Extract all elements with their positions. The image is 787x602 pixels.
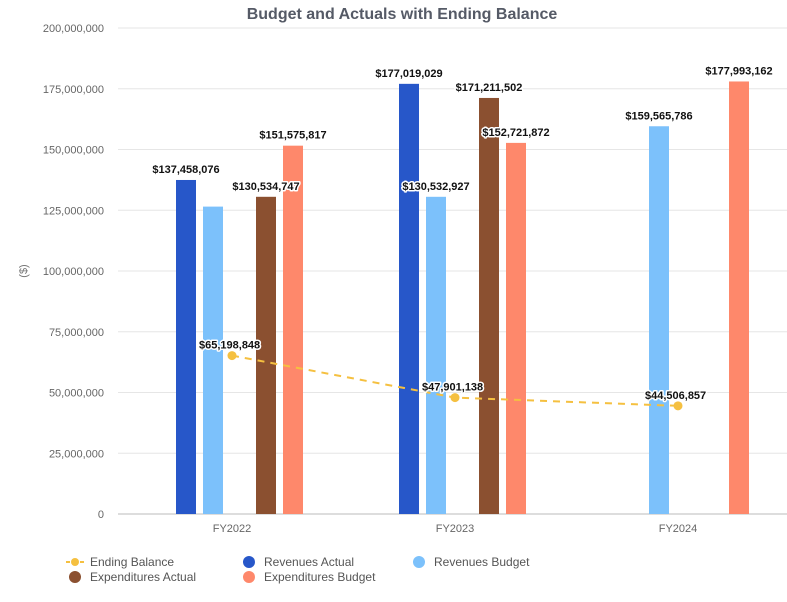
line-point <box>450 393 460 403</box>
legend-entry: Expenditures Actual <box>90 570 196 584</box>
y-tick-label: 25,000,000 <box>49 448 104 460</box>
data-label: $65,198,848 <box>199 340 260 352</box>
y-tick-layer: 0 25,000,000 50,000,000 75,000,000 100,000,0… <box>43 23 104 521</box>
data-label: $47,901,138 <box>422 382 483 394</box>
x-tick-label: FY2022 <box>213 523 252 535</box>
legend-marker <box>413 556 425 568</box>
data-label: $177,019,029 <box>375 68 442 80</box>
chart-title: Budget and Actuals with Ending Balance <box>247 6 558 23</box>
grid-layer <box>118 27 787 515</box>
bar <box>506 142 526 514</box>
legend-entry: Ending Balance <box>90 555 174 569</box>
bar <box>203 206 223 515</box>
x-tick-layer: FY2022 FY2023 FY2024 <box>213 523 698 535</box>
line-layer <box>227 351 683 411</box>
legend-entry: Revenues Actual <box>264 555 354 569</box>
legend-marker <box>71 558 79 566</box>
bar <box>283 145 303 514</box>
data-label: $159,565,786 <box>625 110 692 122</box>
y-tick-label: 0 <box>98 509 104 521</box>
data-label: $177,993,162 <box>705 65 772 77</box>
y-tick-label: 150,000,000 <box>43 145 104 157</box>
legend-marker <box>243 571 255 583</box>
legend-entry: Revenues Budget <box>434 555 530 569</box>
legend: Ending Balance Revenues Actual Revenues Bu… <box>66 555 530 584</box>
data-label: $137,458,076 <box>152 164 219 176</box>
bar <box>426 196 446 514</box>
y-axis-label: ($) <box>18 264 30 277</box>
data-label: $44,506,857 <box>645 390 706 402</box>
data-label: $152,721,872 <box>482 127 549 139</box>
legend-marker <box>69 571 81 583</box>
y-tick-label: 200,000,000 <box>43 23 104 35</box>
data-label: $130,532,927 <box>402 181 469 193</box>
line-point <box>673 401 683 411</box>
data-label: $130,534,747 <box>232 181 299 193</box>
line-point <box>227 351 237 361</box>
bar <box>399 83 419 515</box>
legend-marker <box>243 556 255 568</box>
y-tick-label: 100,000,000 <box>43 266 104 278</box>
bar <box>256 196 276 514</box>
bar <box>479 97 499 514</box>
data-label: $151,575,817 <box>259 130 326 142</box>
x-tick-label: FY2024 <box>659 523 698 535</box>
legend-entry: Expenditures Budget <box>264 570 376 584</box>
bar <box>649 126 669 515</box>
y-tick-label: 50,000,000 <box>49 388 104 400</box>
bar <box>729 81 749 514</box>
y-tick-label: 125,000,000 <box>43 205 104 217</box>
bar <box>176 179 196 514</box>
y-tick-label: 75,000,000 <box>49 327 104 339</box>
data-label-layer: $137,458,076 $177,019,029 $130,532,927 $159… <box>151 64 774 403</box>
x-tick-label: FY2023 <box>436 523 475 535</box>
data-label: $171,211,502 <box>456 82 523 94</box>
y-tick-label: 175,000,000 <box>43 84 104 96</box>
bar-layer <box>176 81 749 515</box>
